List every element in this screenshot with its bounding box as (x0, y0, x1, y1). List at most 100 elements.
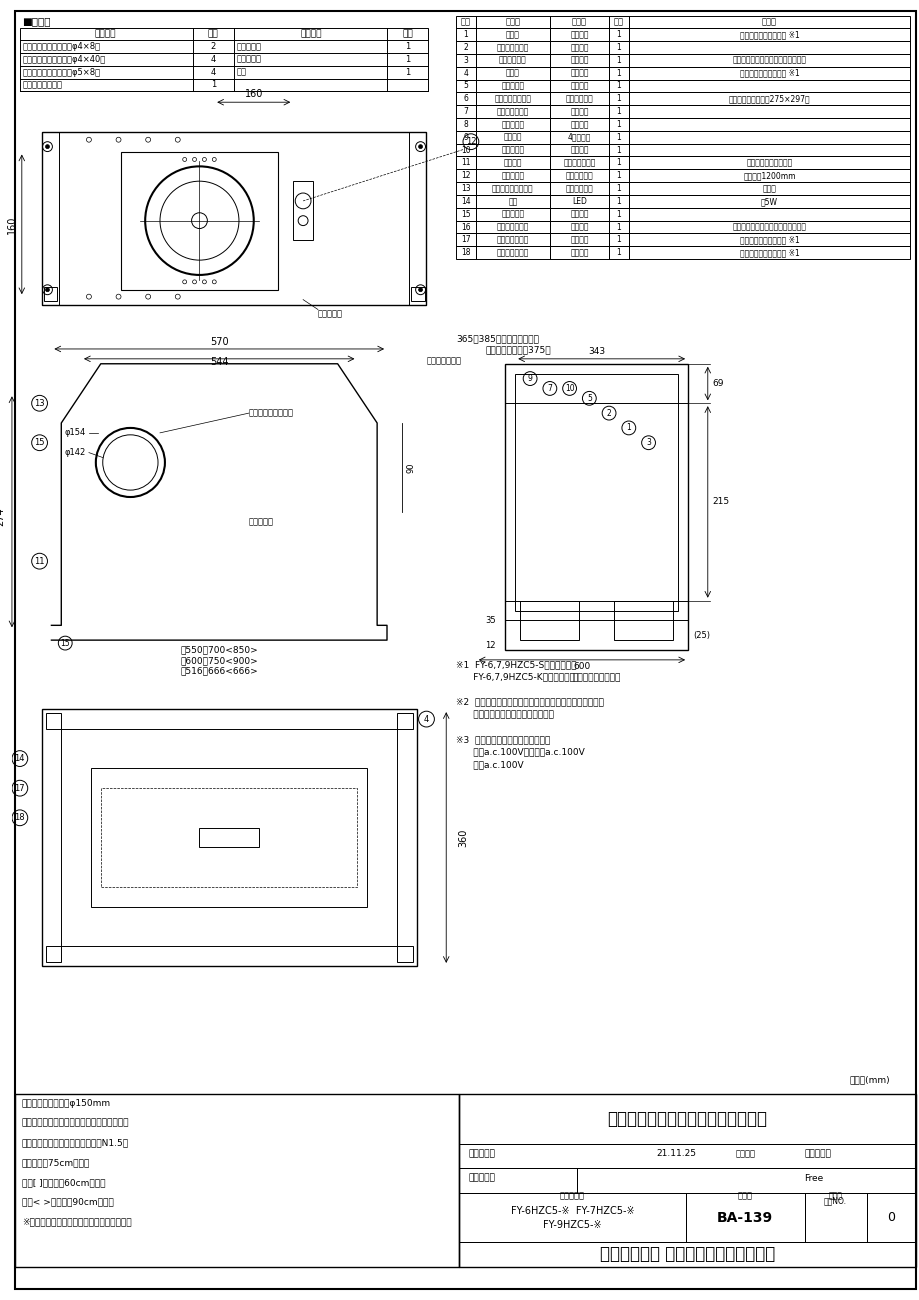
Text: 名　　　称: 名 称 (560, 1191, 585, 1200)
Text: 1: 1 (617, 185, 621, 194)
Bar (629, 144, 910, 156)
Bar (476, 156, 550, 169)
Text: ポリエステル粉体塗装（ブラック）: ポリエステル粉体塗装（ブラック） (732, 56, 807, 65)
Bar (629, 221, 910, 234)
Bar (476, 118, 550, 131)
Bar (550, 53, 609, 66)
Bar (20, 29, 428, 91)
Text: 品　　名: 品 名 (95, 30, 117, 39)
Circle shape (46, 287, 50, 291)
Text: 3: 3 (646, 438, 651, 447)
Bar (609, 105, 629, 118)
Text: ケーシング: ケーシング (501, 82, 525, 91)
Text: ブラック（マンセル値：N1.5）: ブラック（マンセル値：N1.5） (22, 1139, 129, 1148)
Text: 鋼式式: 鋼式式 (763, 185, 777, 194)
Text: < >内寸法は90cmタイプ: < >内寸法は90cmタイプ (22, 1197, 114, 1206)
Text: 亜鉛鉄板: 亜鉛鉄板 (570, 222, 589, 231)
Bar (456, 66, 476, 79)
Bar (476, 195, 550, 208)
Bar (460, 1243, 916, 1268)
Bar (550, 131, 609, 144)
Bar (609, 131, 629, 144)
Text: 塗装色：シルバー（マンセル値：測定不可）: 塗装色：シルバー（マンセル値：測定不可） (22, 1119, 130, 1128)
Bar (609, 66, 629, 79)
Text: 35: 35 (485, 616, 496, 625)
Text: トラスタッピンねじ（φ5×8）: トラスタッピンねじ（φ5×8） (23, 68, 101, 77)
Bar (609, 221, 629, 234)
Text: 数量: 数量 (403, 30, 414, 39)
Text: 160: 160 (7, 216, 17, 234)
Bar (550, 79, 609, 92)
Bar (867, 1193, 916, 1243)
Circle shape (418, 287, 423, 291)
Bar (456, 42, 476, 53)
Bar (456, 221, 476, 234)
Bar (456, 131, 476, 144)
Bar (516, 373, 678, 611)
Text: グリスフィルター: グリスフィルター (494, 95, 531, 103)
Text: LED: LED (572, 196, 587, 205)
Text: 274: 274 (0, 507, 6, 526)
Text: 9: 9 (463, 133, 469, 142)
Bar (609, 53, 629, 66)
Text: 亜鉛鉄板: 亜鉛鉄板 (570, 43, 589, 52)
Text: 2: 2 (607, 408, 611, 417)
Bar (456, 144, 476, 156)
Text: ファンボックス: ファンボックス (496, 43, 529, 52)
Text: 1: 1 (617, 159, 621, 168)
Text: 改訂年月日: 改訂年月日 (469, 1174, 496, 1183)
Text: 11: 11 (34, 556, 45, 566)
Text: 1: 1 (617, 56, 621, 65)
Bar (460, 1095, 916, 1144)
Text: スイッチ: スイッチ (504, 159, 522, 168)
Text: 69: 69 (713, 380, 724, 387)
Text: 9: 9 (528, 374, 532, 384)
Text: 有機平形２心: 有機平形２心 (565, 172, 594, 181)
Text: オリフィス: オリフィス (501, 120, 525, 129)
Text: （横幕板使用時：375）: （横幕板使用時：375） (486, 346, 551, 355)
Bar (609, 208, 629, 221)
Bar (456, 234, 476, 246)
Text: 365～385（幕板可動範囲）: 365～385（幕板可動範囲） (456, 334, 539, 343)
Text: 1: 1 (463, 30, 469, 39)
Text: φ142: φ142 (64, 448, 85, 458)
Text: 1: 1 (617, 222, 621, 231)
Text: 幕板（別売品）: 幕板（別売品） (426, 356, 461, 365)
Text: 1: 1 (617, 172, 621, 181)
Text: スマートスクエアフード（形状図）: スマートスクエアフード（形状図） (607, 1110, 767, 1128)
Bar (550, 195, 609, 208)
Bar (456, 92, 476, 105)
Text: Free: Free (804, 1174, 823, 1183)
Text: フード: フード (506, 30, 520, 39)
Bar (101, 788, 357, 887)
Bar (476, 17, 550, 29)
Circle shape (46, 144, 50, 148)
Bar (409, 131, 426, 304)
Text: 3: 3 (463, 56, 469, 65)
Text: 90: 90 (407, 463, 415, 473)
Bar (456, 29, 476, 42)
Text: FY-6HZC5-※  FY-7HZC5-※
FY-9HZC5-※: FY-6HZC5-※ FY-7HZC5-※ FY-9HZC5-※ (511, 1205, 634, 1230)
Bar (629, 42, 910, 53)
Text: フィルター炎の距離: フィルター炎の距離 (573, 673, 621, 682)
Text: 搬連塗装（サイズ：275×297）: 搬連塗装（サイズ：275×297） (729, 95, 811, 103)
Bar (456, 105, 476, 118)
Bar (550, 105, 609, 118)
Text: パッキングテープ: パッキングテープ (23, 81, 62, 90)
Text: 10: 10 (461, 146, 471, 155)
Text: 亜鉛鉄板: 亜鉛鉄板 (570, 209, 589, 218)
Bar (550, 118, 609, 131)
Bar (550, 156, 609, 169)
Text: 10: 10 (565, 384, 574, 393)
Bar (456, 53, 476, 66)
Bar (476, 131, 550, 144)
Bar (456, 79, 476, 92)
Text: 取扱説明書: 取扱説明書 (237, 55, 262, 64)
Bar (550, 17, 609, 29)
Bar (460, 1193, 686, 1243)
Bar (456, 195, 476, 208)
Text: 背面取付穴: 背面取付穴 (249, 517, 274, 526)
Bar (456, 182, 476, 195)
Text: 15: 15 (61, 638, 70, 647)
Text: 亜鉛鉄板: 亜鉛鉄板 (570, 146, 589, 155)
